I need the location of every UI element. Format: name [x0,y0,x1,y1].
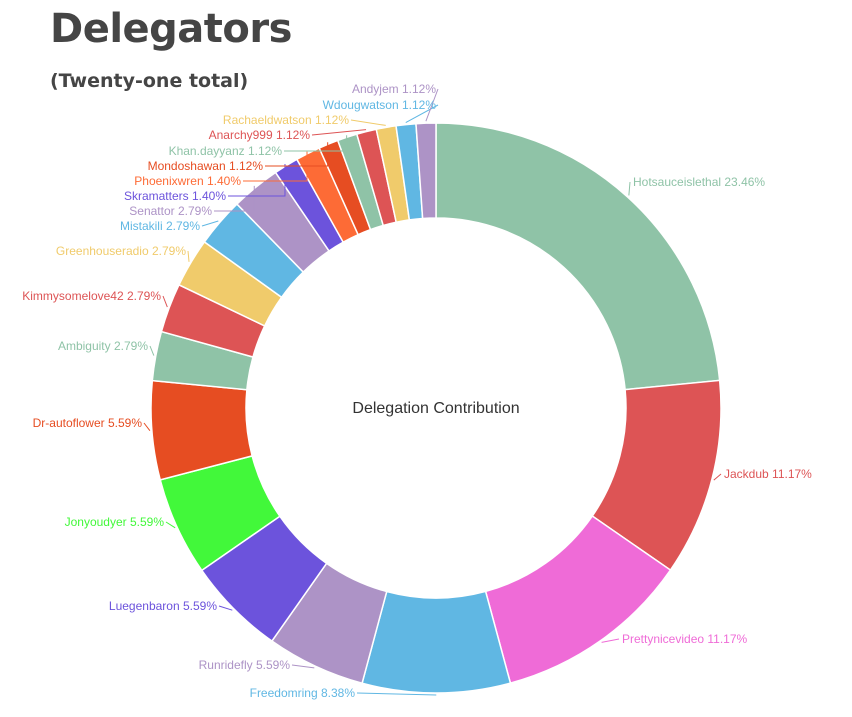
slice-label-jonyoudyer: Jonyoudyer 5.59% [65,515,165,529]
leader-kimmysomelove42 [162,295,168,308]
leader-rachaeldwatson [350,119,386,126]
slice-label-runridefly: Runridefly 5.59% [199,658,291,672]
slice-label-rachaeldwatson: Rachaeldwatson 1.12% [223,113,349,127]
slice-labels: Hotsauceislethal 23.46% Jackdub 11.17% Pre… [22,82,812,700]
slice-label-prettynicevideo: Prettynicevideo 11.17% [622,632,748,646]
slice-andyjem[interactable] [415,122,437,220]
slice-label-wdougwatson: Wdougwatson 1.12% [323,98,437,112]
slice-hotsauceislethal[interactable] [435,122,721,391]
leader-luegenbaron [218,605,233,611]
slice-label-mistakili: Mistakili 2.79% [120,219,200,233]
leader-prettynicevideo [601,638,620,643]
slice-label-phoenixwren: Phoenixwren 1.40% [134,174,241,188]
leader-andyjem [425,88,439,122]
slice-label-khan-dayyanz: Khan.dayyanz 1.12% [169,144,283,158]
slice-label-senattor: Senattor 2.79% [129,204,212,218]
leader-jonyoudyer [165,521,176,529]
slice-label-ambiguity: Ambiguity 2.79% [58,339,148,353]
slice-label-greenhouseradio: Greenhouseradio 2.79% [56,244,186,258]
leader-jackdub [713,473,722,481]
slice-label-hotsauceislethal: Hotsauceislethal 23.46% [633,175,765,189]
slice-freedomring[interactable] [361,590,512,694]
leader-senattor [214,185,255,212]
page-title: Delegators [50,6,292,52]
leader-khan-dayyanz [284,135,348,152]
leader-dr-autoflower [143,422,151,432]
leader-anarchy999 [311,129,367,136]
slice-label-mondoshawan: Mondoshawan 1.12% [148,159,264,173]
slice-label-jackdub: Jackdub 11.17% [724,467,812,481]
slice-label-freedomring: Freedomring 8.38% [250,686,356,700]
leader-wdougwatson [405,104,439,124]
leader-hotsauceislethal [628,181,631,196]
slice-label-skramatters: Skramatters 1.40% [124,189,226,203]
slice-label-luegenbaron: Luegenbaron 5.59% [109,599,217,613]
leader-greenhouseradio [187,250,190,262]
donut-slices [150,122,722,694]
leader-phoenixwren [243,151,308,182]
slice-label-dr-autoflower: Dr-autoflower 5.59% [33,416,143,430]
page-subtitle: (Twenty-one total) [50,70,249,92]
slice-label-anarchy999: Anarchy999 1.12% [209,128,311,142]
slice-label-andyjem: Andyjem 1.12% [352,82,436,96]
leader-runridefly [291,664,315,669]
leader-skramatters [228,163,286,197]
leader-mondoshawan [265,142,329,167]
leader-mistakili [201,220,219,227]
leader-freedomring [356,692,437,696]
slice-label-kimmysomelove42: Kimmysomelove42 2.79% [22,289,161,303]
center-label: Delegation Contribution [352,400,519,417]
label-leader-lines [143,88,722,696]
leader-ambiguity [149,345,155,356]
